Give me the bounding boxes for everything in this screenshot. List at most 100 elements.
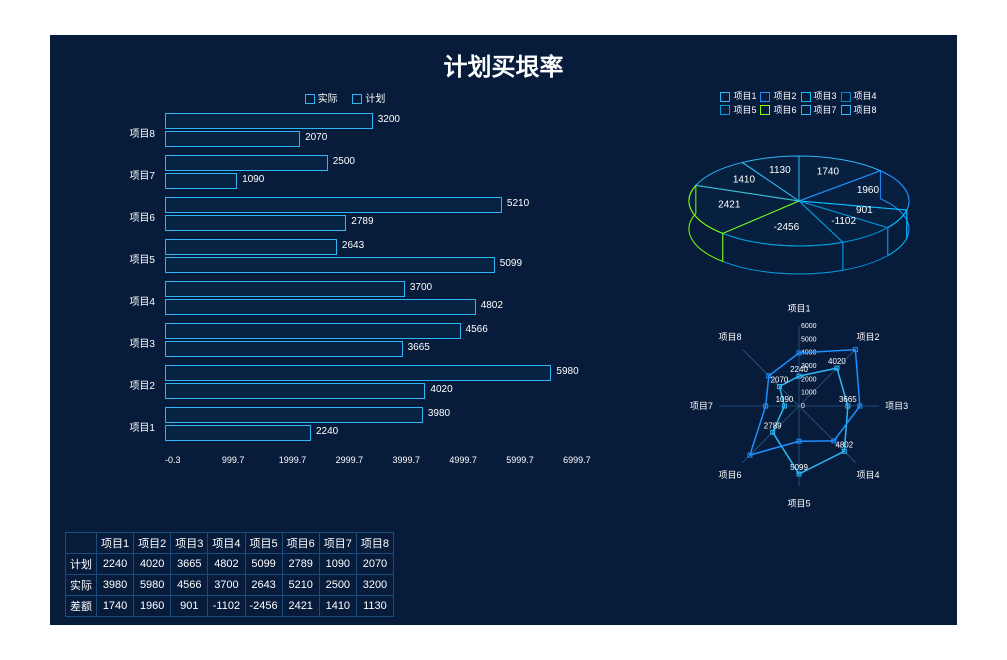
pie-legend-label: 项目4 xyxy=(854,91,877,101)
dashboard: 计划买垠率 实际 计划 项目832002070项目725001090项目6521… xyxy=(50,35,957,625)
svg-text:-2456: -2456 xyxy=(773,222,799,233)
bar-row: 项目139802240 xyxy=(165,407,620,447)
table-row-label: 差额 xyxy=(66,596,97,617)
bar-row: 项目345663665 xyxy=(165,323,620,363)
bar-plan: 2789 xyxy=(165,215,346,231)
legend-plan-label: 计划 xyxy=(365,94,385,105)
table-cell: 3980 xyxy=(97,575,134,596)
bar-plan: 2070 xyxy=(165,131,300,147)
svg-text:901: 901 xyxy=(856,205,873,216)
x-tick: 3999.7 xyxy=(393,455,450,465)
svg-text:项目3: 项目3 xyxy=(885,401,908,411)
table-row: 计划22404020366548025099278910902070 xyxy=(66,554,394,575)
x-axis: -0.3999.71999.72999.73999.74999.75999.76… xyxy=(165,449,620,465)
table-cell: 5980 xyxy=(134,575,171,596)
pie-legend-item: 项目7 xyxy=(801,105,837,115)
pie-chart: 17401960901-1102-2456242114101130 xyxy=(659,121,939,291)
pie-legend-label: 项目8 xyxy=(854,105,877,115)
table-header-cell: 项目7 xyxy=(319,533,356,554)
svg-text:2789: 2789 xyxy=(763,421,781,430)
bar-value: 3700 xyxy=(410,282,432,293)
svg-text:1000: 1000 xyxy=(801,390,817,397)
table-header-cell: 项目4 xyxy=(208,533,245,554)
table-cell: 1130 xyxy=(356,596,393,617)
bar-value: 2500 xyxy=(333,156,355,167)
bar-plan: 4802 xyxy=(165,299,476,315)
bar-row: 项目652102789 xyxy=(165,197,620,237)
svg-text:5000: 5000 xyxy=(801,336,817,343)
pie-legend-item: 项目2 xyxy=(760,91,796,101)
legend-plan: 计划 xyxy=(352,94,385,105)
table-cell: 3200 xyxy=(356,575,393,596)
bar-value: 5099 xyxy=(500,258,522,269)
svg-text:5099: 5099 xyxy=(790,463,808,472)
table-cell: 2789 xyxy=(282,554,319,575)
bar-actual: 3700 xyxy=(165,281,405,297)
bar-chart: 项目832002070项目725001090项目652102789项目52643… xyxy=(50,113,640,465)
table-row: 实际39805980456637002643521025003200 xyxy=(66,575,394,596)
bar-value: 2240 xyxy=(316,426,338,437)
pie-legend-label: 项目3 xyxy=(814,91,837,101)
table-header-cell: 项目2 xyxy=(134,533,171,554)
table-cell: 1740 xyxy=(97,596,134,617)
svg-text:2070: 2070 xyxy=(770,375,788,384)
table-cell: 5210 xyxy=(282,575,319,596)
pie-legend-label: 项目2 xyxy=(773,91,796,101)
svg-text:4802: 4802 xyxy=(835,440,853,449)
table-header-cell: 项目8 xyxy=(356,533,393,554)
page-title: 计划买垠率 xyxy=(50,35,957,86)
pie-legend-label: 项目6 xyxy=(773,105,796,115)
svg-text:1090: 1090 xyxy=(775,395,793,404)
bar-value: 1090 xyxy=(242,174,264,185)
svg-text:6000: 6000 xyxy=(801,323,817,330)
bar-value: 3980 xyxy=(428,408,450,419)
x-tick: 999.7 xyxy=(222,455,279,465)
bar-row-label: 项目5 xyxy=(115,251,155,266)
bar-row-label: 项目6 xyxy=(115,209,155,224)
bar-actual: 2643 xyxy=(165,239,337,255)
bar-row: 项目259804020 xyxy=(165,365,620,405)
pie-legend-item: 项目5 xyxy=(720,105,756,115)
bar-plan: 3665 xyxy=(165,341,403,357)
svg-text:2421: 2421 xyxy=(718,200,741,211)
x-tick: 2999.7 xyxy=(336,455,393,465)
svg-text:1740: 1740 xyxy=(816,166,839,177)
pie-legend-item: 项目8 xyxy=(841,105,877,115)
svg-text:项目5: 项目5 xyxy=(787,499,810,509)
table-cell: 1960 xyxy=(134,596,171,617)
bar-row: 项目832002070 xyxy=(165,113,620,153)
table-header-cell: 项目6 xyxy=(282,533,319,554)
table-cell: 4566 xyxy=(171,575,208,596)
svg-text:2000: 2000 xyxy=(801,376,817,383)
legend-actual: 实际 xyxy=(305,94,338,105)
bar-value: 2789 xyxy=(351,216,373,227)
svg-text:-1102: -1102 xyxy=(831,216,856,227)
table-cell: 2240 xyxy=(97,554,134,575)
table-cell: 2643 xyxy=(245,575,282,596)
table-cell: 2070 xyxy=(356,554,393,575)
x-tick: 6999.7 xyxy=(563,455,620,465)
x-tick: 4999.7 xyxy=(449,455,506,465)
pie-legend-label: 项目7 xyxy=(814,105,837,115)
pie-legend-item: 项目1 xyxy=(720,91,756,101)
pie-legend-label: 项目1 xyxy=(733,91,756,101)
table-header-cell: 项目1 xyxy=(97,533,134,554)
bar-row: 项目437004802 xyxy=(165,281,620,321)
bar-value: 3200 xyxy=(378,114,400,125)
table-cell: 3665 xyxy=(171,554,208,575)
bar-row: 项目526435099 xyxy=(165,239,620,279)
bar-value: 4020 xyxy=(430,384,452,395)
table-row-label: 实际 xyxy=(66,575,97,596)
svg-text:1960: 1960 xyxy=(856,185,879,196)
pie-legend-item: 项目3 xyxy=(801,91,837,101)
bar-row-label: 项目7 xyxy=(115,167,155,182)
bar-chart-panel: 实际 计划 项目832002070项目725001090项目652102789项… xyxy=(50,86,640,516)
bar-plan: 4020 xyxy=(165,383,425,399)
svg-text:3665: 3665 xyxy=(838,395,856,404)
table-cell: 2500 xyxy=(319,575,356,596)
svg-text:项目2: 项目2 xyxy=(856,332,879,342)
bar-value: 2070 xyxy=(305,132,327,143)
table-header-cell xyxy=(66,533,97,554)
bar-value: 5980 xyxy=(556,366,578,377)
right-panel: 项目1 项目2 项目3 项目4 项目5 项目6 项目7 项目8 1740 1960 901-110… xyxy=(640,86,957,516)
